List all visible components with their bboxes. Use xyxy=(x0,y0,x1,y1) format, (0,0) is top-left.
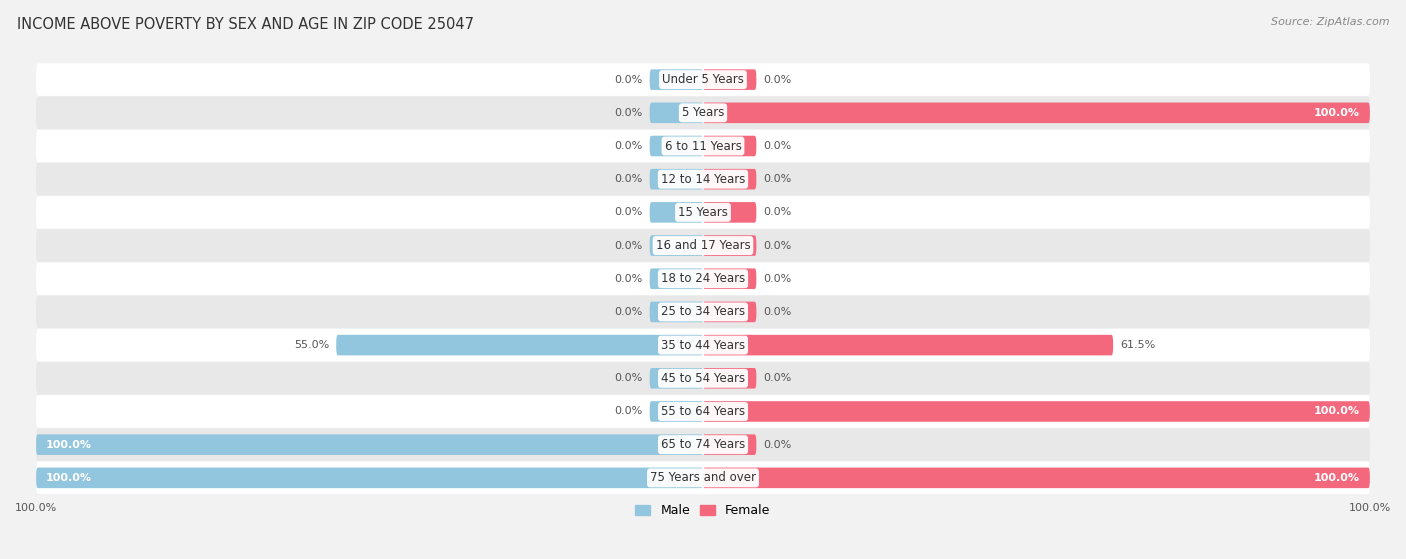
FancyBboxPatch shape xyxy=(703,136,756,157)
Text: 0.0%: 0.0% xyxy=(763,373,792,383)
FancyBboxPatch shape xyxy=(37,97,1369,129)
Text: 0.0%: 0.0% xyxy=(763,207,792,217)
Text: 100.0%: 100.0% xyxy=(46,440,93,449)
FancyBboxPatch shape xyxy=(703,235,756,256)
Text: 0.0%: 0.0% xyxy=(763,141,792,151)
FancyBboxPatch shape xyxy=(37,296,1369,328)
FancyBboxPatch shape xyxy=(703,169,756,190)
FancyBboxPatch shape xyxy=(650,368,703,389)
Text: 16 and 17 Years: 16 and 17 Years xyxy=(655,239,751,252)
Text: 0.0%: 0.0% xyxy=(763,307,792,317)
FancyBboxPatch shape xyxy=(37,428,1369,461)
FancyBboxPatch shape xyxy=(703,102,1369,123)
Text: 45 to 54 Years: 45 to 54 Years xyxy=(661,372,745,385)
FancyBboxPatch shape xyxy=(37,329,1369,361)
FancyBboxPatch shape xyxy=(650,235,703,256)
Text: 0.0%: 0.0% xyxy=(763,440,792,449)
FancyBboxPatch shape xyxy=(703,69,756,90)
Text: 0.0%: 0.0% xyxy=(763,75,792,84)
Text: 0.0%: 0.0% xyxy=(614,75,643,84)
FancyBboxPatch shape xyxy=(650,302,703,322)
FancyBboxPatch shape xyxy=(703,401,1369,422)
Text: 100.0%: 100.0% xyxy=(1313,108,1360,118)
Text: 18 to 24 Years: 18 to 24 Years xyxy=(661,272,745,285)
Text: 25 to 34 Years: 25 to 34 Years xyxy=(661,305,745,319)
FancyBboxPatch shape xyxy=(37,163,1369,196)
Legend: Male, Female: Male, Female xyxy=(630,499,776,522)
Text: 0.0%: 0.0% xyxy=(614,141,643,151)
Text: 61.5%: 61.5% xyxy=(1119,340,1156,350)
FancyBboxPatch shape xyxy=(336,335,703,356)
Text: 55 to 64 Years: 55 to 64 Years xyxy=(661,405,745,418)
FancyBboxPatch shape xyxy=(703,467,1369,488)
FancyBboxPatch shape xyxy=(37,462,1369,494)
Text: INCOME ABOVE POVERTY BY SEX AND AGE IN ZIP CODE 25047: INCOME ABOVE POVERTY BY SEX AND AGE IN Z… xyxy=(17,17,474,32)
FancyBboxPatch shape xyxy=(703,335,1114,356)
Text: 100.0%: 100.0% xyxy=(1313,473,1360,483)
Text: 55.0%: 55.0% xyxy=(294,340,329,350)
Text: 0.0%: 0.0% xyxy=(763,240,792,250)
FancyBboxPatch shape xyxy=(37,395,1369,428)
FancyBboxPatch shape xyxy=(37,63,1369,96)
Text: 12 to 14 Years: 12 to 14 Years xyxy=(661,173,745,186)
Text: 35 to 44 Years: 35 to 44 Years xyxy=(661,339,745,352)
Text: 0.0%: 0.0% xyxy=(763,274,792,284)
Text: 0.0%: 0.0% xyxy=(614,274,643,284)
Text: Under 5 Years: Under 5 Years xyxy=(662,73,744,86)
FancyBboxPatch shape xyxy=(650,401,703,422)
Text: 0.0%: 0.0% xyxy=(614,406,643,416)
FancyBboxPatch shape xyxy=(703,202,756,222)
FancyBboxPatch shape xyxy=(37,130,1369,162)
FancyBboxPatch shape xyxy=(650,136,703,157)
Text: 0.0%: 0.0% xyxy=(614,108,643,118)
Text: 0.0%: 0.0% xyxy=(614,373,643,383)
FancyBboxPatch shape xyxy=(650,268,703,289)
Text: 100.0%: 100.0% xyxy=(46,473,93,483)
Text: 0.0%: 0.0% xyxy=(614,207,643,217)
FancyBboxPatch shape xyxy=(37,196,1369,229)
FancyBboxPatch shape xyxy=(703,434,756,455)
FancyBboxPatch shape xyxy=(37,434,703,455)
Text: 6 to 11 Years: 6 to 11 Years xyxy=(665,140,741,153)
FancyBboxPatch shape xyxy=(37,263,1369,295)
FancyBboxPatch shape xyxy=(703,302,756,322)
Text: 0.0%: 0.0% xyxy=(763,174,792,184)
Text: 75 Years and over: 75 Years and over xyxy=(650,471,756,484)
FancyBboxPatch shape xyxy=(650,202,703,222)
FancyBboxPatch shape xyxy=(703,268,756,289)
FancyBboxPatch shape xyxy=(37,467,703,488)
Text: 0.0%: 0.0% xyxy=(614,174,643,184)
FancyBboxPatch shape xyxy=(703,368,756,389)
Text: 15 Years: 15 Years xyxy=(678,206,728,219)
FancyBboxPatch shape xyxy=(650,102,703,123)
Text: 0.0%: 0.0% xyxy=(614,307,643,317)
FancyBboxPatch shape xyxy=(37,229,1369,262)
Text: 65 to 74 Years: 65 to 74 Years xyxy=(661,438,745,451)
FancyBboxPatch shape xyxy=(37,362,1369,395)
FancyBboxPatch shape xyxy=(650,169,703,190)
Text: 5 Years: 5 Years xyxy=(682,106,724,119)
Text: 100.0%: 100.0% xyxy=(1313,406,1360,416)
Text: 0.0%: 0.0% xyxy=(614,240,643,250)
Text: Source: ZipAtlas.com: Source: ZipAtlas.com xyxy=(1271,17,1389,27)
FancyBboxPatch shape xyxy=(650,69,703,90)
